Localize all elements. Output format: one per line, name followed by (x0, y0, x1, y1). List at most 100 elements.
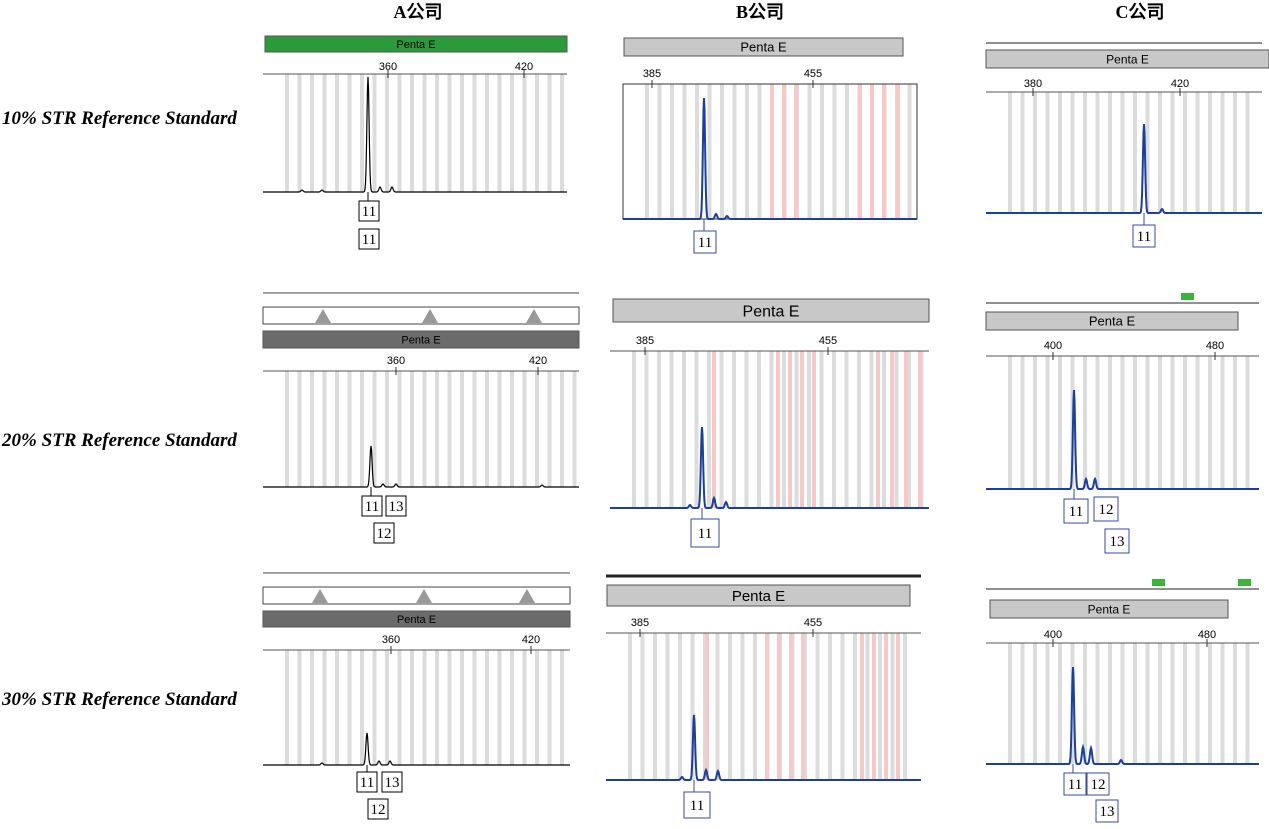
locus-name: Penta E (743, 303, 800, 320)
bin (335, 650, 339, 765)
bin-off (876, 351, 880, 508)
bin (1108, 643, 1112, 764)
bin (1208, 643, 1212, 764)
allele-label: 12 (1099, 502, 1114, 518)
locus-name: Penta E (1106, 52, 1149, 66)
row-label: 30% STR Reference Standard (1, 689, 237, 710)
row-label: 10% STR Reference Standard (2, 108, 237, 129)
bin (1183, 92, 1187, 213)
bin-off (794, 84, 798, 219)
bin (310, 371, 314, 487)
marker-strip (262, 306, 580, 325)
locus-name: Penta E (397, 614, 436, 626)
allele-label: 12 (377, 526, 392, 542)
bin (547, 74, 552, 192)
marker (1181, 293, 1194, 300)
bin (670, 84, 674, 219)
allele-box (1086, 772, 1110, 796)
bin-marker (519, 589, 535, 603)
bin (1083, 356, 1087, 489)
tick-label: 420 (522, 634, 540, 646)
bin (1233, 92, 1237, 213)
bin (645, 84, 649, 219)
allele-box (683, 791, 711, 819)
bin-off (777, 633, 781, 780)
bin (1095, 92, 1100, 213)
bin-off (788, 351, 792, 508)
bin (547, 371, 552, 487)
bin (372, 650, 377, 765)
tick-label: 420 (1171, 78, 1189, 90)
bin (560, 74, 564, 192)
bin (865, 633, 870, 780)
bin (510, 650, 514, 765)
allele-label: 11 (1069, 504, 1083, 520)
bin (690, 633, 695, 780)
allele-label: 11 (362, 204, 376, 220)
bin (1083, 643, 1087, 764)
bin (422, 371, 427, 487)
bin (1220, 356, 1225, 489)
bin-off (801, 633, 805, 780)
bin (510, 74, 514, 192)
allele-box (358, 228, 380, 250)
bin (732, 351, 736, 508)
bin (1058, 356, 1062, 489)
bin (360, 74, 364, 192)
bin (460, 74, 464, 192)
tick-label: 385 (636, 335, 654, 347)
bin (1108, 356, 1112, 489)
trace (986, 666, 1259, 766)
bin (285, 371, 289, 487)
bin (435, 371, 439, 487)
allele-box (1093, 496, 1119, 522)
bin-off (858, 84, 862, 219)
bin-off (890, 351, 894, 508)
bin (560, 371, 564, 487)
bin (1020, 643, 1025, 764)
bin (807, 351, 811, 508)
bin-off (765, 633, 769, 780)
bin (653, 633, 657, 780)
bin (828, 633, 832, 780)
bin (1045, 356, 1050, 489)
bin (1208, 92, 1212, 213)
bin (310, 74, 314, 192)
bin (472, 74, 477, 192)
allele-box (1095, 799, 1119, 823)
bin (1158, 643, 1162, 764)
bin (845, 84, 849, 219)
bin (632, 351, 636, 508)
bin (1245, 92, 1250, 213)
allele-box (690, 518, 720, 548)
bin (1008, 356, 1012, 489)
bin (1233, 356, 1237, 489)
trace (263, 445, 579, 488)
bin (322, 371, 327, 487)
bin (1195, 643, 1200, 764)
bin (832, 351, 836, 508)
allele-box (367, 798, 389, 820)
bin-off (918, 351, 922, 508)
allele-label: 11 (365, 499, 379, 515)
bin (535, 371, 539, 487)
bin-off (789, 633, 793, 780)
bin (640, 633, 645, 780)
trace (263, 732, 570, 766)
bin (682, 351, 686, 508)
tick-label: 385 (643, 68, 661, 80)
bin (1233, 643, 1237, 764)
bin-off (712, 351, 716, 508)
bin (665, 633, 670, 780)
bin (769, 351, 774, 508)
bin (1045, 92, 1050, 213)
bin (857, 351, 861, 508)
bin (1070, 92, 1075, 213)
bin (1183, 356, 1187, 489)
tick-label: 360 (379, 61, 397, 73)
bin (907, 351, 911, 508)
bin (744, 351, 749, 508)
bin (745, 84, 749, 219)
bin-off (904, 351, 908, 508)
